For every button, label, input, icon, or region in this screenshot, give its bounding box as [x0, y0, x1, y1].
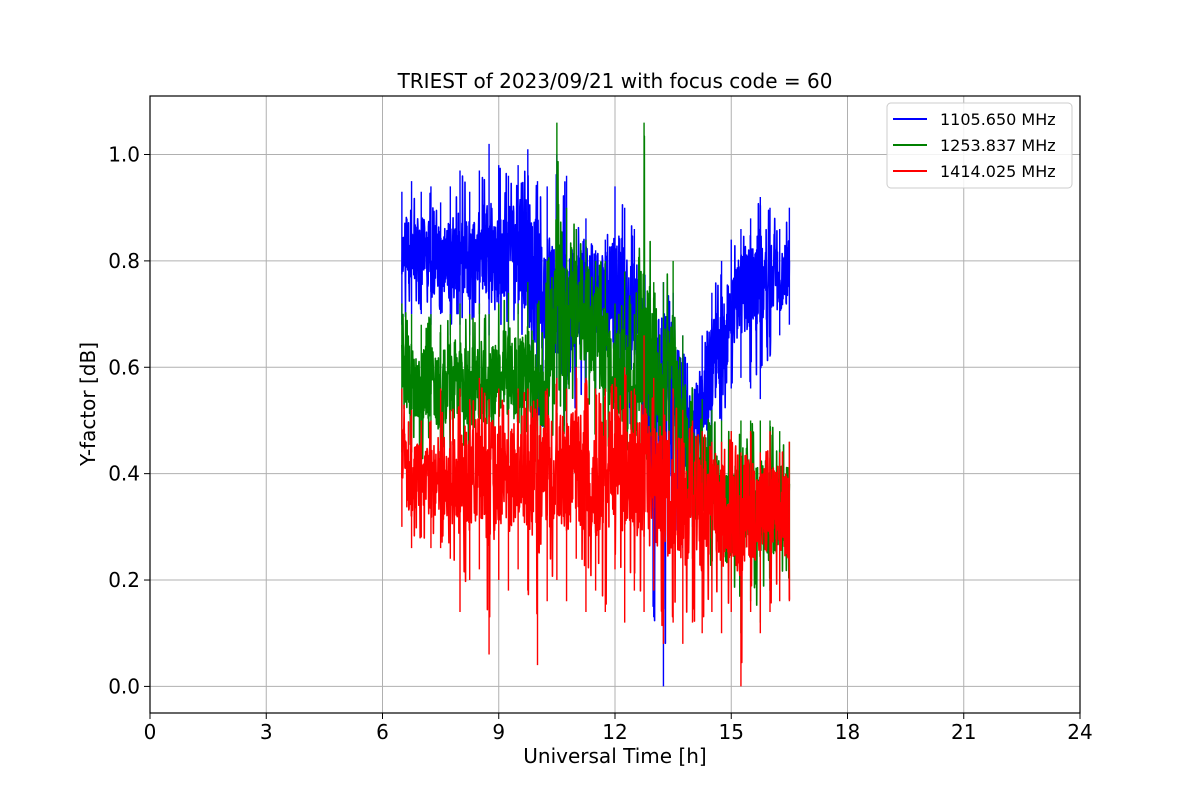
y-tick-label: 0.8 [108, 249, 140, 273]
x-tick-label: 3 [260, 720, 273, 744]
y-tick-label: 0.0 [108, 674, 140, 698]
y-axis: 0.0 0.2 0.4 0.6 0.8 1.0 [108, 143, 150, 698]
series-layer [401, 122, 791, 687]
x-tick-label: 6 [376, 720, 389, 744]
x-tick-label: 24 [1067, 720, 1092, 744]
x-tick-label: 21 [951, 720, 976, 744]
legend-box [886, 102, 1073, 189]
y-tick-label: 0.6 [108, 355, 140, 379]
x-axis: 0 3 6 9 12 15 18 21 24 [144, 713, 1093, 744]
legend-label: 1105.650 MHz [940, 110, 1056, 129]
x-tick-label: 9 [492, 720, 505, 744]
x-tick-label: 15 [719, 720, 744, 744]
legend-label: 1253.837 MHz [940, 136, 1056, 155]
x-tick-label: 0 [144, 720, 157, 744]
legend: 1105.650 MHz 1253.837 MHz 1414.025 MHz [886, 102, 1073, 189]
chart-title: TRIEST of 2023/09/21 with focus code = 6… [397, 69, 833, 93]
y-tick-label: 0.2 [108, 568, 140, 592]
y-tick-label: 0.4 [108, 462, 140, 486]
y-axis-title: Y-factor [dB] [76, 342, 100, 467]
y-tick-label: 1.0 [108, 143, 140, 167]
x-axis-title: Universal Time [h] [523, 744, 706, 768]
x-tick-label: 12 [602, 720, 627, 744]
x-tick-label: 18 [835, 720, 860, 744]
legend-label: 1414.025 MHz [940, 162, 1056, 181]
